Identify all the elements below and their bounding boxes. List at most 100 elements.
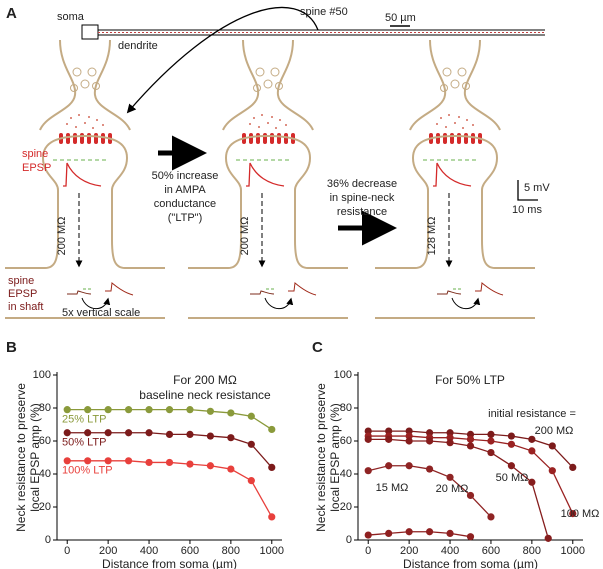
- y-tick-label: 40: [340, 468, 352, 480]
- data-point: [446, 473, 454, 481]
- dendrite-label: dendrite: [118, 40, 158, 52]
- series-label: 50 MΩ: [496, 472, 529, 484]
- spine-diagram: [375, 40, 535, 318]
- scale-label: 10 ms: [512, 204, 542, 216]
- data-point: [186, 460, 194, 468]
- data-point: [145, 458, 153, 467]
- data-point: [84, 429, 92, 437]
- series-line: [368, 531, 471, 538]
- series-label: 100 MΩ: [561, 508, 600, 520]
- data-point: [84, 457, 92, 465]
- y-axis-label: Neck resistance to preserve: [314, 383, 328, 532]
- series-label: 20 MΩ: [436, 483, 469, 495]
- panel-label: C: [312, 339, 323, 356]
- shaft-label: in shaft: [8, 301, 43, 313]
- data-point: [446, 429, 454, 437]
- soma-label: soma: [57, 11, 85, 23]
- x-tick-label: 800: [222, 545, 240, 557]
- y-tick-label: 0: [346, 534, 352, 546]
- chart-title: baseline neck resistance: [139, 388, 271, 402]
- x-tick-label: 600: [482, 545, 500, 557]
- data-point: [227, 409, 235, 417]
- data-point: [124, 429, 133, 437]
- data-point: [487, 513, 495, 521]
- data-point: [446, 439, 454, 447]
- epsp-label: EPSP: [22, 162, 51, 174]
- series-label: 25% LTP: [62, 414, 106, 426]
- shaft-label: spine: [8, 275, 34, 287]
- data-point: [165, 406, 174, 414]
- x-tick-label: 1000: [561, 545, 585, 557]
- data-point: [425, 528, 434, 536]
- x-tick-label: 0: [365, 545, 371, 557]
- data-point: [124, 406, 133, 414]
- data-point: [544, 534, 552, 542]
- data-point: [104, 406, 112, 414]
- x-axis-label: Distance from soma (µm): [403, 557, 538, 569]
- data-point: [165, 430, 174, 438]
- y-axis-label: local EPSP amp (%): [28, 403, 42, 512]
- data-point: [364, 427, 372, 435]
- x-tick-label: 800: [523, 545, 541, 557]
- y-tick-label: 40: [39, 468, 51, 480]
- data-point: [487, 448, 495, 457]
- panel-label: B: [6, 339, 17, 356]
- step-label: 50% increase: [152, 170, 219, 182]
- data-point: [63, 406, 71, 414]
- data-point: [364, 435, 372, 443]
- annotation: initial resistance =: [488, 408, 576, 420]
- data-point: [446, 529, 454, 538]
- step-label: conductance: [154, 198, 216, 210]
- step-label: resistance: [337, 206, 387, 218]
- data-point: [548, 467, 556, 475]
- arrow: [126, 6, 319, 114]
- resistance-label: 128 MΩ: [426, 217, 438, 256]
- panel-label: A: [6, 5, 17, 22]
- y-axis-label: local EPSP amp (%): [328, 403, 342, 512]
- y-tick-label: 20: [340, 501, 352, 513]
- data-point: [548, 442, 556, 450]
- data-point: [104, 429, 112, 437]
- step-label: in spine-neck: [330, 192, 395, 204]
- data-point: [425, 465, 434, 473]
- y-tick-label: 100: [334, 369, 352, 381]
- resistance-label: 200 MΩ: [239, 217, 251, 256]
- x-tick-label: 1000: [260, 545, 284, 557]
- data-point: [385, 435, 393, 443]
- data-point: [247, 412, 255, 420]
- data-point: [466, 442, 475, 450]
- data-point: [268, 425, 276, 434]
- data-point: [186, 406, 194, 414]
- data-point: [364, 467, 372, 475]
- data-point: [528, 435, 536, 443]
- data-point: [507, 432, 516, 440]
- data-point: [466, 491, 475, 500]
- y-tick-label: 60: [340, 435, 352, 447]
- data-point: [104, 457, 112, 465]
- spine-label: spine #50: [300, 6, 348, 18]
- data-point: [84, 406, 92, 414]
- data-point: [466, 533, 475, 541]
- data-point: [487, 430, 495, 438]
- shaft-label: EPSP: [8, 288, 37, 300]
- data-point: [165, 458, 174, 467]
- data-point: [268, 463, 276, 471]
- y-tick-label: 60: [39, 435, 51, 447]
- data-point: [507, 462, 516, 470]
- scale-note: 5x vertical scale: [62, 307, 140, 319]
- data-point: [569, 463, 577, 471]
- data-point: [466, 430, 475, 438]
- data-point: [466, 435, 475, 443]
- x-tick-label: 200: [99, 545, 117, 557]
- data-point: [569, 509, 577, 518]
- data-point: [206, 432, 215, 440]
- data-point: [385, 462, 393, 470]
- data-point: [145, 406, 153, 414]
- y-tick-label: 80: [340, 402, 352, 414]
- data-point: [528, 478, 536, 486]
- series-label: 100% LTP: [62, 465, 113, 477]
- data-point: [487, 437, 495, 445]
- y-tick-label: 0: [45, 534, 51, 546]
- data-point: [268, 513, 276, 521]
